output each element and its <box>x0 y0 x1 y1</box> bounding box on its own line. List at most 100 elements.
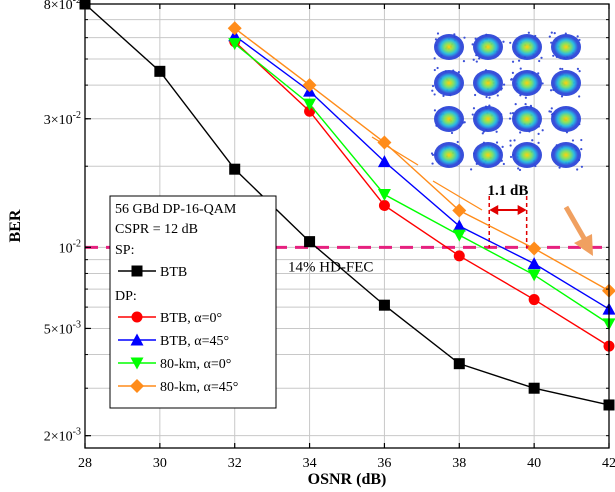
constellation-scatter-dot <box>502 40 505 43</box>
constellation-scatter-dot <box>509 139 512 142</box>
constellation-scatter-dot <box>559 67 562 70</box>
constellation-scatter-dot <box>524 96 527 99</box>
series-line <box>234 27 610 292</box>
constellation-scatter-dot <box>431 84 435 88</box>
constellation-scatter-dot <box>456 140 459 144</box>
square-marker <box>229 163 241 175</box>
constellation-cluster <box>512 34 542 60</box>
constellation-scatter-dot <box>513 139 516 142</box>
legend-header-format: 56 GBd DP-16-QAM <box>115 202 237 217</box>
constellation-scatter-dot <box>540 56 543 59</box>
y-tick-label: 10-2 <box>59 238 81 256</box>
series-line <box>234 35 610 310</box>
constellation-scatter-dot <box>433 57 436 60</box>
constellation-scatter-dot <box>514 102 517 106</box>
series-2 <box>228 29 615 315</box>
constellation-scatter-dot <box>471 43 474 46</box>
triangle-up-marker <box>527 257 541 270</box>
constellation-cluster <box>434 70 464 96</box>
constellation-scatter-dot <box>538 59 541 63</box>
series-3 <box>228 38 615 331</box>
constellation-cluster <box>512 70 542 96</box>
constellation-scatter-dot <box>509 155 513 159</box>
circle-marker <box>453 250 465 262</box>
legend-group-sp: SP: <box>115 243 134 258</box>
constellation-cluster <box>551 142 581 168</box>
circle-marker <box>528 294 540 306</box>
constellation-scatter-dot <box>511 60 515 63</box>
constellation-scatter-dot <box>485 95 488 99</box>
x-tick-label: 34 <box>303 456 317 471</box>
gap-arrowhead-left <box>489 205 499 215</box>
constellation-scatter-dot <box>571 139 575 142</box>
constellation-scatter-dot <box>580 138 583 142</box>
constellation-scatter-dot <box>580 148 583 151</box>
triangle-up-marker <box>377 155 391 168</box>
constellation-scatter-dot <box>578 95 581 98</box>
constellation-scatter-dot <box>576 67 580 70</box>
constellation-cluster <box>434 142 464 168</box>
constellation-scatter-dot <box>431 89 434 92</box>
y-tick-label: 8×10-2 <box>44 0 81 13</box>
series-4 <box>227 21 615 298</box>
square-marker <box>378 299 390 311</box>
constellation-scatter-dot <box>478 57 481 60</box>
series-line <box>234 43 610 325</box>
gap-annotation: 1.1 dB <box>371 136 593 256</box>
square-marker <box>528 382 540 394</box>
square-marker <box>304 236 316 248</box>
diamond-marker <box>302 78 317 93</box>
constellation-scatter-dot <box>576 168 579 171</box>
constellation-scatter-dot <box>457 70 460 74</box>
constellation-scatter-dot <box>436 66 439 70</box>
constellation-scatter-dot <box>509 41 512 44</box>
constellation-scatter-dot <box>495 130 498 133</box>
constellation-scatter-dot <box>471 113 474 116</box>
constellation-cluster <box>473 70 503 96</box>
constellation-scatter-dot <box>552 54 555 57</box>
constellation-cluster <box>473 34 503 60</box>
constellation-scatter-dot <box>431 162 434 165</box>
y-tick-label: 5×10-3 <box>44 319 81 337</box>
circle-marker <box>378 199 390 211</box>
constellation-scatter-dot <box>433 109 437 112</box>
constellation-cluster <box>434 106 464 132</box>
constellation-scatter-dot <box>537 141 540 144</box>
diamond-marker <box>452 203 467 218</box>
triangle-down-marker <box>452 229 466 242</box>
legend-entry-label: 80-km, α=0° <box>160 357 231 372</box>
constellation-scatter-dot <box>531 139 534 142</box>
constellation-scatter-dot <box>550 31 553 34</box>
gap-arrowhead-right <box>517 205 527 215</box>
constellation-cluster <box>473 142 503 168</box>
axis-ticks: 28 30 32 34 36 38 40 42 2×10-3 5×10-3 10-2 3×10-2 8×… <box>44 0 615 471</box>
constellation-scatter-dot <box>436 32 440 35</box>
diamond-marker <box>377 135 392 150</box>
constellation-scatter-dot <box>463 121 466 124</box>
y-axis-label: BER <box>7 209 24 242</box>
constellation-scatter-dot <box>527 31 530 34</box>
constellation-scatter-dot <box>549 110 553 113</box>
diamond-marker <box>130 379 144 393</box>
constellation-scatter-dot <box>548 35 551 38</box>
constellation-scatter-dot <box>502 83 506 86</box>
square-marker <box>154 65 166 77</box>
legend-entry-label: BTB, α=45° <box>160 334 229 349</box>
constellation-scatter-dot <box>488 96 491 99</box>
x-tick-label: 38 <box>452 456 466 471</box>
constellation-scatter-dot <box>509 112 512 115</box>
constellation-scatter-dot <box>463 36 466 39</box>
constellation-scatter-dot <box>501 145 504 148</box>
y-tick-label: 3×10-2 <box>44 110 81 128</box>
constellation-scatter-dot <box>580 165 584 168</box>
constellation-scatter-dot <box>558 166 561 169</box>
constellation-scatter-dot <box>433 93 436 96</box>
legend-group-dp: DP: <box>115 289 137 304</box>
square-marker <box>131 265 143 277</box>
constellation-scatter-dot <box>517 167 520 170</box>
x-tick-label: 36 <box>377 456 391 471</box>
constellation-scatter-dot <box>576 35 579 38</box>
constellation-cluster <box>434 34 464 60</box>
series-line <box>234 41 610 347</box>
